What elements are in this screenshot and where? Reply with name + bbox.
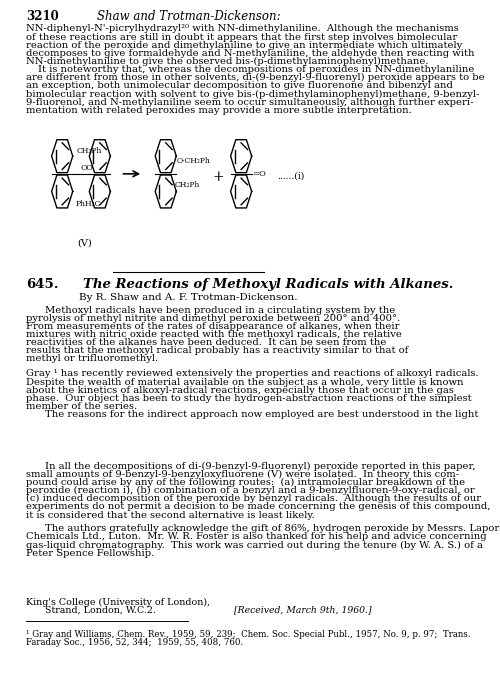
Text: Peter Spence Fellowship.: Peter Spence Fellowship. (26, 549, 154, 557)
Text: mixtures with nitric oxide reacted with the methoxyl radicals, the relative: mixtures with nitric oxide reacted with … (26, 330, 402, 339)
Text: PhH₂C: PhH₂C (76, 200, 100, 208)
Text: Chemicals Ltd., Luton.  Mr. W. R. Foster is also thanked for his help and advice: Chemicals Ltd., Luton. Mr. W. R. Foster … (26, 532, 487, 541)
Text: gas-liquid chromatography.  This work was carried out during the tenure (by W. A: gas-liquid chromatography. This work was… (26, 540, 483, 549)
Text: NN-dimethylaniline to give the observed bis-(p-dimethylaminophenyl)methane.: NN-dimethylaniline to give the observed … (26, 57, 429, 66)
Text: It is noteworthy that, whereas the decompositions of peroxides in NN-dimethylani: It is noteworthy that, whereas the decom… (38, 65, 474, 74)
Text: CH₂Ph: CH₂Ph (76, 147, 102, 155)
Text: =O: =O (252, 170, 266, 178)
Text: results that the methoxyl radical probably has a reactivity similar to that of: results that the methoxyl radical probab… (26, 346, 408, 355)
Text: member of the series.: member of the series. (26, 402, 138, 411)
Text: small amounts of 9-benzyl-9-benzyloxyfluorene (V) were isolated.  In theory this: small amounts of 9-benzyl-9-benzyloxyflu… (26, 470, 460, 479)
Text: peroxide (reaction i), (b) combination of a benzyl and a 9-benzylfluoren-9-oxy-r: peroxide (reaction i), (b) combination o… (26, 486, 475, 495)
Text: Methoxyl radicals have been produced in a circulating system by the: Methoxyl radicals have been produced in … (45, 306, 396, 314)
Text: NN-diphenyl-N'-picrylhydrazyl²⁰ with NN-dimethylaniline.  Although the mechanism: NN-diphenyl-N'-picrylhydrazyl²⁰ with NN-… (26, 24, 459, 33)
Text: decomposes to give formaldehyde and N-methylaniline, the aldehyde then reacting : decomposes to give formaldehyde and N-me… (26, 49, 475, 58)
Text: reaction of the peroxide and dimethylaniline to give an intermediate which ultim: reaction of the peroxide and dimethylani… (26, 41, 462, 50)
Text: (c) induced decomposition of the peroxide by benzyl radicals.  Although the resu: (c) induced decomposition of the peroxid… (26, 494, 481, 503)
Text: phase.  Our object has been to study the hydrogen-abstraction reactions of the s: phase. Our object has been to study the … (26, 394, 472, 403)
Text: Shaw and Trotman-Dickenson:: Shaw and Trotman-Dickenson: (96, 10, 280, 23)
Text: (V): (V) (78, 239, 92, 248)
Text: 9-fluorenol, and N-methylaniline seem to occur simultaneously, although further : 9-fluorenol, and N-methylaniline seem to… (26, 98, 474, 107)
Text: 3210: 3210 (26, 10, 59, 23)
Text: The Reactions of Methoxyl Radicals with Alkanes.: The Reactions of Methoxyl Radicals with … (83, 278, 454, 291)
Text: O·CH₂Ph: O·CH₂Ph (177, 157, 211, 165)
Text: of these reactions are still in doubt it appears that the first step involves bi: of these reactions are still in doubt it… (26, 33, 458, 41)
Text: it is considered that the second alternative is least likely.: it is considered that the second alterna… (26, 511, 315, 519)
Text: By R. Shaw and A. F. Trotman-Dickenson.: By R. Shaw and A. F. Trotman-Dickenson. (79, 293, 298, 302)
Text: O: O (86, 164, 92, 172)
Text: +: + (213, 170, 224, 183)
Text: The reasons for the indirect approach now employed are best understood in the li: The reasons for the indirect approach no… (45, 410, 478, 419)
Text: reactivities of the alkanes have been deduced.  It can be seen from the: reactivities of the alkanes have been de… (26, 338, 386, 347)
Text: about the kinetics of alkoxyl-radical reactions, expecially those that occur in : about the kinetics of alkoxyl-radical re… (26, 386, 454, 394)
Text: ......(i): ......(i) (277, 171, 304, 181)
Text: experiments do not permit a decision to be made concerning the genesis of this c: experiments do not permit a decision to … (26, 502, 491, 511)
Text: [Received, March 9th, 1960.]: [Received, March 9th, 1960.] (234, 606, 371, 614)
Text: CH₂Ph: CH₂Ph (174, 181, 200, 189)
Text: an exception, both unimolecular decomposition to give fluorenone and bibenzyl an: an exception, both unimolecular decompos… (26, 81, 453, 90)
Text: are different from those in other solvents, di-(9-benzyl-9-fluorenyl) peroxide a: are different from those in other solven… (26, 73, 485, 82)
Text: pyrolysis of methyl nitrite and dimethyl peroxide between 200° and 400°.: pyrolysis of methyl nitrite and dimethyl… (26, 314, 400, 323)
Text: 645.: 645. (26, 278, 59, 291)
Text: The authors gratefully acknowledge the gift of 86%, hydrogen peroxide by Messrs.: The authors gratefully acknowledge the g… (45, 524, 500, 533)
Text: In all the decompositions of di-(9-benzyl-9-fluorenyl) peroxide reported in this: In all the decompositions of di-(9-benzy… (45, 462, 476, 471)
Text: Faraday Soc., 1956, 52, 344;  1959, 55, 408, 760.: Faraday Soc., 1956, 52, 344; 1959, 55, 4… (26, 638, 244, 647)
Text: ¹ Gray and Williams, Chem. Rev., 1959, 59, 239;  Chem. Soc. Special Publ., 1957,: ¹ Gray and Williams, Chem. Rev., 1959, 5… (26, 630, 471, 639)
Text: King's College (University of London),: King's College (University of London), (26, 598, 210, 606)
Text: methyl or trifluoromethyl.: methyl or trifluoromethyl. (26, 354, 158, 363)
Text: bimolecular reaction with solvent to give bis-(p-dimethylaminophenyl)methane, 9-: bimolecular reaction with solvent to giv… (26, 90, 479, 98)
Text: Despite the wealth of material available on the subject as a whole, very little : Despite the wealth of material available… (26, 378, 464, 386)
Text: Strand, London, W.C.2.: Strand, London, W.C.2. (45, 606, 156, 614)
Text: From measurements of the rates of disappearance of alkanes, when their: From measurements of the rates of disapp… (26, 322, 400, 331)
Text: mentation with related peroxides may provide a more subtle interpretation.: mentation with related peroxides may pro… (26, 106, 412, 115)
Text: O: O (80, 164, 87, 172)
Text: pound could arise by any of the following routes:  (a) intramolecular breakdown : pound could arise by any of the followin… (26, 478, 466, 487)
Text: Gray ¹ has recently reviewed extensively the properties and reactions of alkoxyl: Gray ¹ has recently reviewed extensively… (26, 369, 479, 378)
